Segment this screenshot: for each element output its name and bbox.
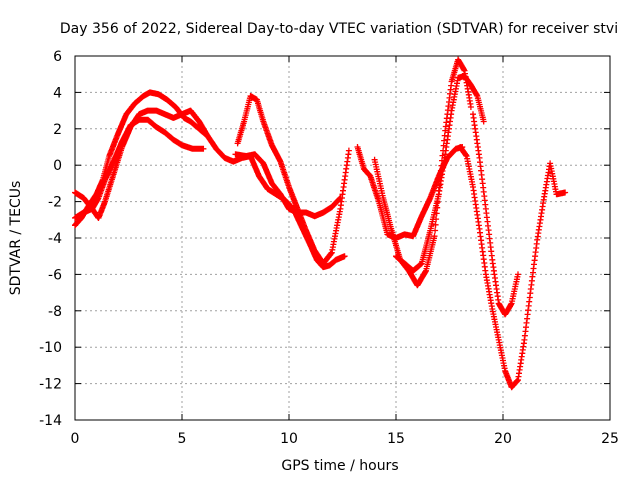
y-tick-label: -2 [48,195,62,211]
series-trace-g-points [354,144,466,241]
series-trace-f-points [232,151,344,220]
y-tick-label: 6 [53,49,62,65]
y-tick-label: -14 [39,413,62,429]
y-tick-label: 4 [53,85,62,101]
y-tick-label: 2 [53,122,62,138]
series-trace-j-points [457,144,569,391]
data-marks [72,56,569,391]
x-tick-label: 10 [280,431,298,447]
series-trace-e-points [234,93,352,267]
chart-title: Day 356 of 2022, Sidereal Day-to-day VTE… [60,21,618,37]
series-trace-i [393,73,487,274]
series-trace-k [470,111,521,318]
series-trace-f [232,151,344,220]
axis-ticks [74,55,611,421]
series-trace-g [354,144,466,241]
x-tick-label: 25 [601,431,619,447]
x-tick-label: 0 [71,431,80,447]
y-tick-label: -4 [48,231,62,247]
series-trace-k-points [470,111,521,318]
x-tick-label: 5 [178,431,187,447]
series-trace-c [72,89,211,229]
x-tick-label: 20 [494,431,512,447]
y-tick-label: -10 [39,340,62,356]
y-axis-label: SDTVAR / TECUs [8,181,24,296]
series-trace-c-points [72,89,211,229]
x-axis-label: GPS time / hours [281,458,398,474]
y-tick-label: -6 [48,267,62,283]
series-trace-j [457,144,569,391]
y-tick-label: 0 [53,158,62,174]
axis-tick-labels: 0 5 10 15 20 25 -14 -12 -10 -8 -6 -4 -2 0 2 4 6 [39,49,619,447]
series-trace-e [234,93,352,267]
y-tick-label: -12 [39,377,62,393]
y-tick-label: -8 [48,304,62,320]
series-trace-i-points [393,73,487,274]
x-tick-label: 15 [387,431,405,447]
